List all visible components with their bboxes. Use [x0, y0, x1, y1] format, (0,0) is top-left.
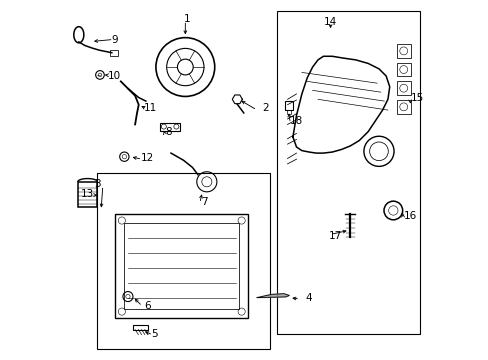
Bar — [160, 123, 180, 131]
Bar — [115, 214, 247, 318]
Bar — [396, 63, 410, 76]
Bar — [396, 81, 410, 95]
Text: 13: 13 — [81, 189, 94, 199]
Bar — [396, 100, 410, 114]
Bar — [110, 50, 118, 55]
Text: 2: 2 — [262, 103, 268, 113]
Bar — [276, 12, 419, 334]
Text: 11: 11 — [144, 103, 157, 113]
Text: 1: 1 — [183, 14, 190, 24]
Text: 17: 17 — [328, 231, 341, 240]
Text: 4: 4 — [305, 293, 311, 303]
Bar — [286, 110, 290, 114]
Text: 3: 3 — [94, 179, 101, 189]
Text: 10: 10 — [108, 71, 121, 81]
Text: 18: 18 — [289, 116, 302, 126]
Text: 14: 14 — [323, 17, 337, 27]
Text: 16: 16 — [403, 211, 416, 221]
Text: 12: 12 — [140, 153, 153, 163]
Bar — [396, 44, 410, 58]
Text: 9: 9 — [112, 35, 118, 45]
Bar — [285, 101, 292, 110]
Polygon shape — [257, 294, 289, 298]
Text: 7: 7 — [201, 197, 208, 207]
Bar — [78, 182, 97, 207]
Bar — [124, 223, 239, 309]
Text: 6: 6 — [144, 301, 150, 311]
Bar — [133, 324, 148, 329]
Text: 8: 8 — [165, 127, 172, 136]
Text: 5: 5 — [151, 329, 158, 339]
Text: 15: 15 — [410, 93, 424, 103]
Bar — [97, 173, 269, 348]
